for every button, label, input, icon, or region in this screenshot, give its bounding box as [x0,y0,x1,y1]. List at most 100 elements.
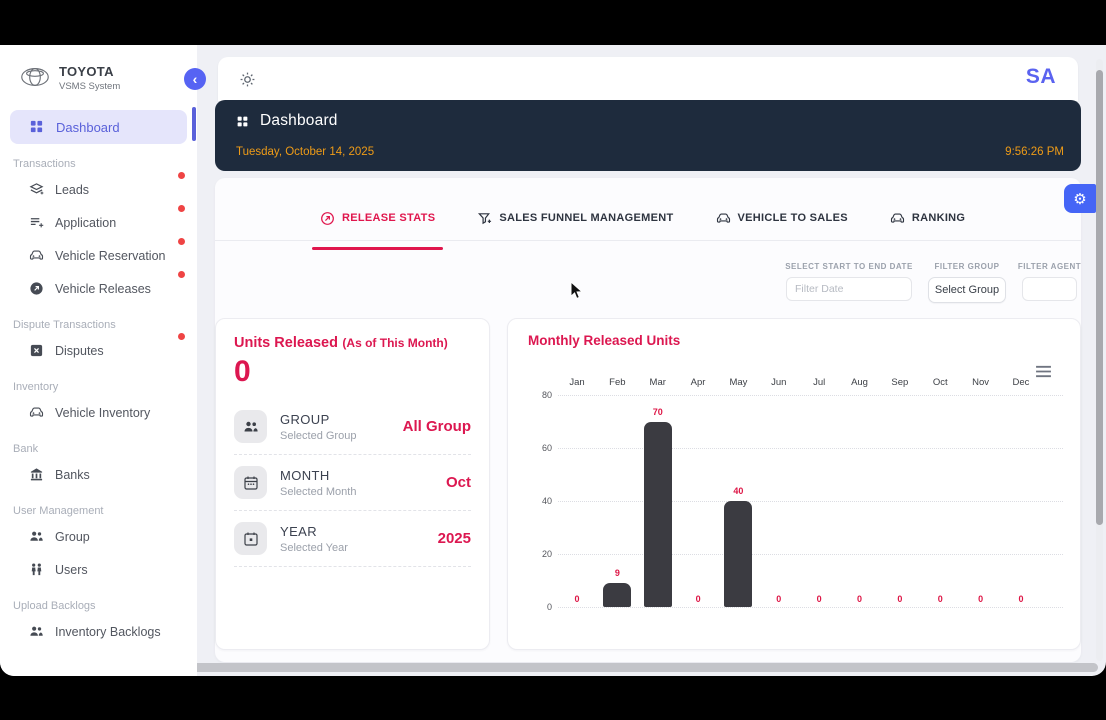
summary-row-month: MONTH Selected Month Oct [234,455,471,511]
group-select[interactable]: Select Group [928,277,1006,303]
sidebar-item-group[interactable]: Group [0,520,197,553]
theme-toggle-sun-icon[interactable] [239,71,256,88]
monthly-released-units-card: Monthly Released Units 0 20 40 60 80 Jan 0 Feb 9… [507,318,1081,650]
selected-month-value: Oct [445,474,471,491]
x-axis-label: Feb [609,377,626,388]
group-icon [29,624,45,640]
x-axis-label: Jun [771,377,787,388]
notification-dot [178,172,185,179]
selected-year-value: 2025 [437,530,471,547]
sidebar-section-label: Inventory [13,381,59,393]
horizontal-scrollbar-thumb[interactable] [6,663,1098,672]
bar-value-label: 40 [733,486,744,496]
tab-ranking[interactable]: RANKING [890,212,965,240]
sidebar-item-banks[interactable]: Banks [0,458,197,491]
sidebar: TOYOTA VSMS System Dashboard Transaction… [0,45,197,676]
summary-row-group: GROUP Selected Group All Group [234,399,471,455]
layers-add-icon [29,182,45,198]
x-axis-label: Apr [690,377,706,388]
sidebar-collapse-button[interactable]: ‹ [184,68,206,90]
calendar-icon [234,466,267,499]
app-window: TOYOTA VSMS System Dashboard Transaction… [0,45,1106,676]
sidebar-section-label: Dispute Transactions [13,319,116,331]
x-axis-label: Dec [1012,377,1030,388]
sidebar-item-users[interactable]: Users [0,553,197,586]
dashboard-grid-icon [236,115,249,128]
sidebar-item-disputes[interactable]: Disputes [0,333,197,367]
chart-menu-hamburger-icon[interactable] [1035,365,1052,383]
x-axis-label: Mar [649,377,666,388]
vertical-scrollbar-thumb[interactable] [1096,70,1103,525]
users-icon [29,562,45,578]
filter-group-group: FILTER GROUP Select Group [928,262,1006,303]
page-title: Dashboard [260,112,338,129]
bar-value-label: 0 [897,594,903,604]
gridline [558,501,1063,502]
chevron-left-icon: ‹ [192,71,198,87]
sidebar-item-inventory-backlogs[interactable]: Inventory Backlogs [0,615,197,648]
sidebar-item-dashboard[interactable]: Dashboard [10,110,187,144]
car-icon [890,211,905,226]
filter-agent-input[interactable] [1022,277,1077,301]
tab-release-stats[interactable]: RELEASE STATS [311,211,444,250]
units-released-subtitle: (As of This Month) [342,336,448,350]
summary-row-year: YEAR Selected Year 2025 [234,511,471,567]
sidebar-item-vehicle-inventory[interactable]: Vehicle Inventory [0,396,197,429]
toyota-logo-icon [20,66,50,93]
sidebar-item-vehicle-releases[interactable]: Vehicle Releases [0,271,197,305]
sidebar-section-label: Transactions [13,158,76,170]
calendar-year-icon [234,522,267,555]
x-axis-label: Oct [932,377,948,388]
filter-date-input[interactable] [786,277,912,301]
filter-agent-label: FILTER AGENT [1017,262,1082,271]
notification-dot [178,238,185,245]
bar-value-label: 70 [652,406,663,417]
top-header-bar: SA [218,57,1078,101]
arrow-up-right-circle-icon [320,211,335,226]
bar-value-label: 0 [574,594,580,604]
user-avatar[interactable]: SA [1025,65,1056,88]
bar-feb [603,583,632,607]
current-time: 9:56:26 PM [1005,146,1064,158]
brand: TOYOTA VSMS System [0,60,197,96]
selected-group-value: All Group [402,418,471,435]
y-axis-tick-label: 20 [541,549,552,559]
current-date: Tuesday, October 14, 2025 [236,146,375,158]
y-axis-tick-label: 40 [541,496,552,506]
funnel-icon [477,211,492,226]
x-axis-label: Aug [851,377,868,388]
chart-plot: 0 20 40 60 80 Jan 0 Feb 9 Mar 70 Apr 0 May 40 Jun 0 Jul 0 A… [542,377,1063,612]
group-icon [234,410,267,443]
tab-vehicle-to-sales[interactable]: VEHICLE TO SALES [716,212,848,240]
units-released-value: 0 [234,355,251,388]
sidebar-item-vehicle-reservation[interactable]: Vehicle Reservation [0,238,197,272]
car-icon [29,405,45,421]
notification-dot [178,271,185,278]
bar-mar [643,421,672,607]
bar-value-label: 9 [614,568,620,579]
filter-date-label: SELECT START TO END DATE [785,262,913,271]
brand-name: TOYOTA [59,64,114,79]
gridline [558,607,1063,608]
sidebar-section-label: Upload Backlogs [13,600,96,612]
grid-icon [29,119,45,135]
sidebar-item-application[interactable]: Application [0,205,197,239]
filter-group-label: FILTER GROUP [934,262,1000,271]
filter-date-group: SELECT START TO END DATE [785,262,913,301]
bar-value-label: 0 [937,594,943,604]
bar-may [724,501,753,607]
sidebar-section-label: User Management [13,505,104,517]
tab-sales-funnel-management[interactable]: SALES FUNNEL MANAGEMENT [477,212,673,240]
settings-button[interactable]: ⚙ [1064,184,1096,213]
x-axis-label: Jan [569,377,585,388]
x-axis-label: Jul [813,377,826,388]
y-axis-tick-label: 60 [541,443,552,453]
units-released-card: Units Released (As of This Month) 0 GROU… [215,318,490,650]
car-icon [29,248,45,264]
x-square-icon [29,343,45,359]
bar-value-label: 0 [776,594,782,604]
sidebar-item-leads[interactable]: Leads [0,172,197,206]
brand-subtitle: VSMS System [59,81,121,92]
filter-agent-group: FILTER AGENT [1018,262,1081,301]
bar-value-label: 0 [978,594,984,604]
